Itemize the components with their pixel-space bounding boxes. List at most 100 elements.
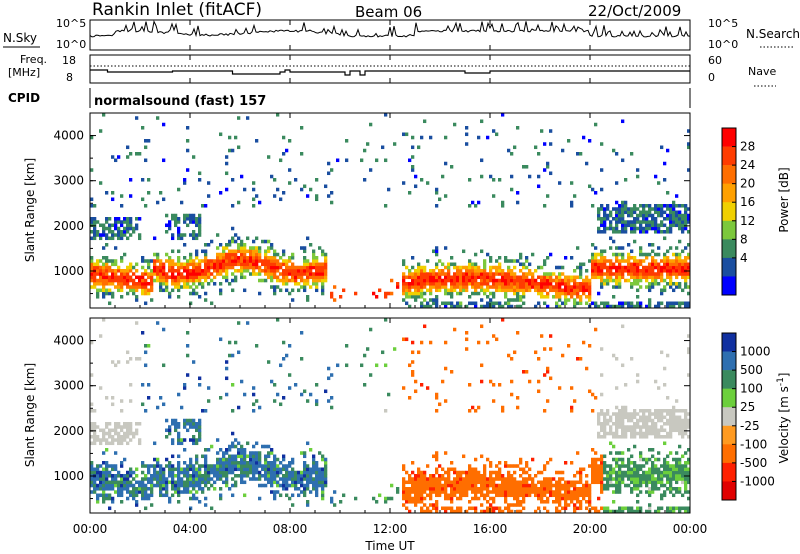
heatmap-cell (162, 158, 166, 163)
heatmap-cell (174, 425, 178, 429)
heatmap-cell (558, 503, 562, 507)
heatmap-cell (642, 470, 646, 475)
heatmap-cell (318, 278, 322, 283)
heatmap-cell (453, 493, 457, 498)
heatmap-cell (672, 204, 676, 208)
heatmap-cell (672, 220, 676, 224)
heatmap-cell (516, 298, 520, 302)
heatmap-cell (225, 278, 229, 283)
heatmap-cell (606, 422, 610, 426)
heatmap-cell (192, 467, 196, 472)
heatmap-cell (123, 435, 127, 439)
heatmap-cell (198, 213, 202, 218)
heatmap-cell (675, 461, 679, 465)
heatmap-cell (432, 503, 436, 507)
heatmap-cell (486, 278, 490, 283)
heatmap-cell (558, 487, 562, 491)
heatmap-cell (582, 278, 586, 283)
heatmap-cell (636, 295, 640, 299)
heatmap-cell (684, 509, 688, 514)
heatmap-cell (603, 207, 607, 211)
heatmap-cell (600, 467, 604, 472)
heatmap-cell (195, 265, 199, 270)
heatmap-cell (96, 278, 100, 283)
heatmap-cell (96, 487, 100, 491)
heatmap-cell (534, 269, 538, 273)
heatmap-cell (231, 383, 235, 387)
heatmap-cell (645, 265, 649, 270)
heatmap-cell (468, 467, 472, 472)
heatmap-cell (585, 282, 589, 286)
heatmap-cell (165, 418, 169, 423)
heatmap-cell (105, 291, 109, 296)
heatmap-cell (267, 474, 271, 478)
heatmap-cell (444, 496, 448, 501)
heatmap-cell (444, 194, 448, 198)
heatmap-cell (546, 487, 550, 491)
heatmap-cell (306, 262, 310, 267)
heatmap-cell (273, 480, 277, 485)
heatmap-cell (489, 503, 493, 507)
heatmap-cell (525, 464, 529, 468)
heatmap-cell (192, 493, 196, 498)
heatmap-cell (177, 474, 181, 478)
heatmap-cell (621, 435, 625, 439)
heatmap-cell (96, 233, 100, 237)
heatmap-cell (264, 477, 268, 481)
heatmap-cell (198, 272, 202, 276)
heatmap-cell (615, 223, 619, 228)
heatmap-cell (687, 477, 691, 481)
heatmap-cell (108, 269, 112, 273)
heatmap-cell (237, 321, 241, 325)
heatmap-cell (642, 265, 646, 270)
heatmap-cell (636, 226, 640, 231)
heatmap-cell (456, 304, 460, 309)
heatmap-cell (183, 474, 187, 478)
heatmap-cell (162, 477, 166, 481)
heatmap-cell (99, 483, 103, 488)
heatmap-cell (579, 288, 583, 293)
heatmap-cell (666, 480, 670, 485)
heatmap-cell (195, 496, 199, 501)
heatmap-cell (330, 191, 334, 195)
heatmap-cell (606, 217, 610, 221)
heatmap-cell (468, 301, 472, 306)
heatmap-cell (168, 265, 172, 270)
heatmap-cell (663, 470, 667, 475)
heatmap-cell (258, 483, 262, 488)
heatmap-cell (501, 272, 505, 276)
heatmap-cell (144, 350, 148, 355)
heatmap-cell (90, 470, 94, 475)
heatmap-cell (621, 269, 625, 273)
heatmap-cell (417, 487, 421, 491)
heatmap-cell (654, 428, 658, 433)
heatmap-cell (609, 265, 613, 270)
heatmap-cell (552, 483, 556, 488)
heatmap-cell (621, 412, 625, 416)
heatmap-cell (114, 262, 118, 267)
heatmap-cell (135, 285, 139, 289)
heatmap-cell (672, 428, 676, 433)
heatmap-cell (99, 129, 103, 133)
heatmap-cell (216, 474, 220, 478)
heatmap-cell (411, 278, 415, 283)
heatmap-cell (678, 210, 682, 215)
heatmap-cell (600, 470, 604, 475)
heatmap-cell (222, 474, 226, 478)
heatmap-cell (423, 490, 427, 494)
heatmap-cell (543, 288, 547, 293)
heatmap-cell (192, 282, 196, 286)
heatmap-cell (129, 288, 133, 293)
heatmap-cell (549, 457, 553, 462)
heatmap-cell (435, 454, 439, 459)
heatmap-cell (195, 223, 199, 228)
heatmap-cell (243, 262, 247, 267)
heatmap-cell (315, 178, 319, 182)
heatmap-cell (345, 363, 349, 368)
heatmap-cell (459, 272, 463, 276)
heatmap-cell (294, 480, 298, 485)
heatmap-cell (228, 239, 232, 244)
heatmap-cell (651, 487, 655, 491)
heatmap-cell (516, 259, 520, 263)
heatmap-cell (249, 272, 253, 276)
